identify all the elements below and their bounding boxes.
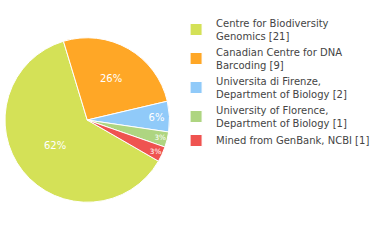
svg-text:3%: 3% (154, 133, 166, 142)
svg-text:26%: 26% (100, 73, 122, 84)
svg-text:Centre for BiodiversityGenomic: Centre for BiodiversityGenomics [21] (216, 18, 329, 42)
svg-text:Canadian Centre for DNABarcodi: Canadian Centre for DNABarcoding [9] (216, 47, 342, 71)
svg-text:6%: 6% (149, 112, 165, 123)
svg-text:University of Florence,Departm: University of Florence,Department of Bio… (216, 105, 347, 129)
svg-text:62%: 62% (44, 140, 66, 151)
svg-text:Universita di Firenze,Departme: Universita di Firenze,Department of Biol… (216, 76, 347, 100)
svg-text:Mined from GenBank, NCBI [1]: Mined from GenBank, NCBI [1] (216, 135, 369, 146)
svg-text:3%: 3% (150, 147, 162, 156)
